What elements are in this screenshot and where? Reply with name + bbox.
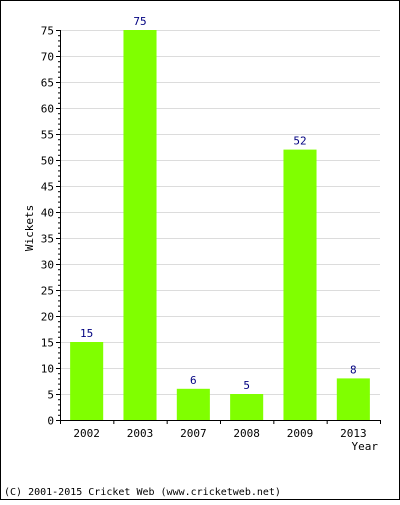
y-tick-label: 40 xyxy=(41,207,54,220)
y-tick-label: 60 xyxy=(41,103,54,116)
data-label-2009: 52 xyxy=(293,135,306,148)
x-tick-label-2002: 2002 xyxy=(73,427,100,440)
y-tick-label: 10 xyxy=(41,363,54,376)
data-labels: 15 75 6 5 52 8 xyxy=(80,15,357,392)
x-tick-label-2009: 2009 xyxy=(287,427,314,440)
data-label-2008: 5 xyxy=(243,379,250,392)
y-tick-label: 30 xyxy=(41,259,54,272)
x-tick-label-2007: 2007 xyxy=(180,427,207,440)
y-tick-label: 65 xyxy=(41,77,54,90)
gridlines xyxy=(60,30,380,395)
data-label-2013: 8 xyxy=(350,363,357,376)
y-tick-label: 75 xyxy=(41,25,54,38)
data-label-2007: 6 xyxy=(190,374,197,387)
y-tick-label: 35 xyxy=(41,233,54,246)
y-tick-label: 55 xyxy=(41,129,54,142)
plot-area xyxy=(60,30,380,420)
y-tick-label: 45 xyxy=(41,181,54,194)
bar-2007 xyxy=(176,388,210,420)
x-axis-label: Year xyxy=(352,440,379,453)
bar-2013 xyxy=(336,378,370,420)
x-tick-label-2008: 2008 xyxy=(233,427,260,440)
data-label-2003: 75 xyxy=(133,15,146,28)
y-tick-label: 20 xyxy=(41,311,54,324)
bar-2008 xyxy=(230,394,264,420)
bar-2003 xyxy=(123,30,157,420)
y-axis-ticks: 0 5 10 15 20 25 30 35 40 45 50 55 60 65 70 75 xyxy=(41,25,60,428)
bar-2002 xyxy=(70,342,104,420)
y-axis-label: Wickets xyxy=(23,205,36,251)
x-axis-ticks: 2002 2003 2007 2008 2009 2013 xyxy=(60,420,381,440)
x-tick-label-2003: 2003 xyxy=(127,427,154,440)
y-tick-label: 0 xyxy=(47,415,54,428)
copyright-footer: (C) 2001-2015 Cricket Web (www.cricketwe… xyxy=(4,487,281,498)
y-tick-label: 5 xyxy=(47,389,54,402)
bars xyxy=(70,30,370,420)
y-tick-label: 25 xyxy=(41,285,54,298)
y-tick-label: 50 xyxy=(41,155,54,168)
data-label-2002: 15 xyxy=(80,327,93,340)
y-tick-label: 15 xyxy=(41,337,54,350)
bar-2009 xyxy=(283,149,317,420)
x-tick-label-2013: 2013 xyxy=(340,427,367,440)
y-tick-label: 70 xyxy=(41,51,54,64)
